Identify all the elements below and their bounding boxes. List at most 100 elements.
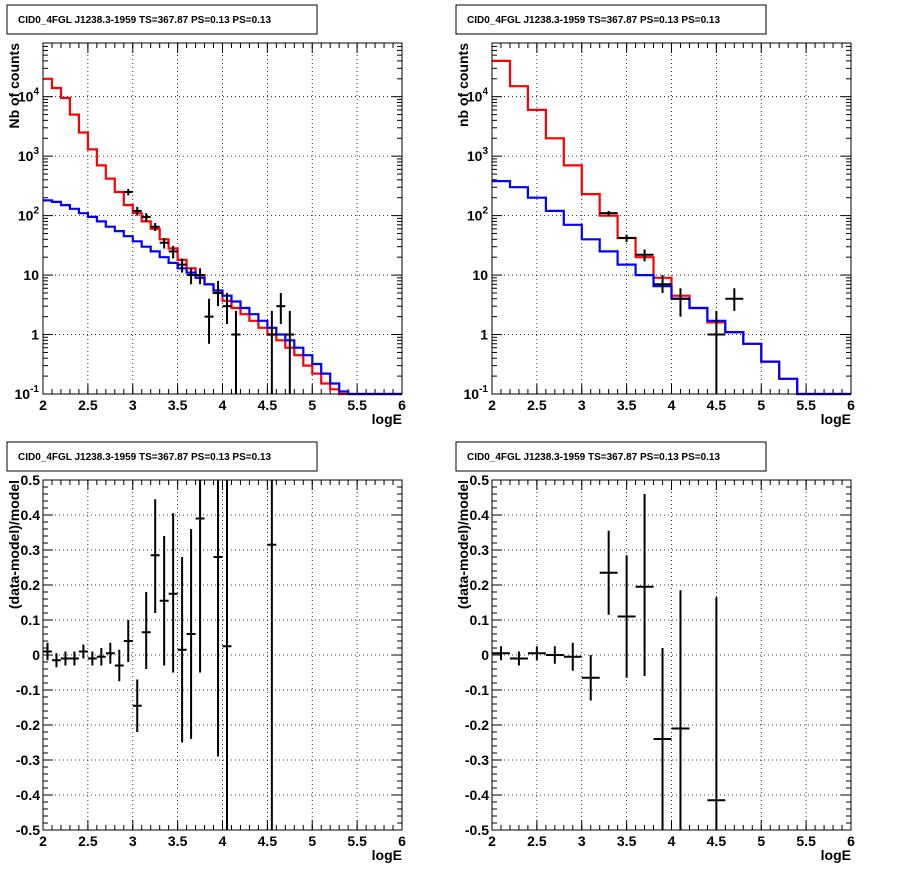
x-axis-title: logE bbox=[372, 411, 402, 427]
data-point bbox=[671, 288, 690, 317]
chart-title-box bbox=[6, 4, 318, 35]
data-point bbox=[617, 234, 636, 243]
y-tick-label: 10 bbox=[23, 267, 39, 283]
data-point bbox=[635, 494, 654, 676]
data-point bbox=[671, 590, 690, 830]
x-tick-label: 4 bbox=[668, 397, 676, 413]
data-point bbox=[132, 679, 142, 732]
data-point bbox=[527, 646, 546, 661]
y-tick-label: 10 bbox=[472, 267, 488, 283]
data-point bbox=[509, 651, 528, 666]
x-tick-label: 3.5 bbox=[617, 833, 637, 849]
x-tick-label: 4 bbox=[219, 833, 227, 849]
x-tick-label: 4.5 bbox=[258, 833, 278, 849]
data-point bbox=[195, 268, 205, 285]
y-tick-label: -0.2 bbox=[465, 717, 489, 733]
y-tick-label: 0 bbox=[32, 647, 40, 663]
tick-base: 10 bbox=[467, 148, 483, 164]
x-tick-label: 2.5 bbox=[527, 833, 547, 849]
data-point bbox=[267, 480, 277, 830]
data-point bbox=[581, 655, 600, 701]
plot-frame bbox=[491, 479, 852, 831]
plot-area-residual-right: 2 2.5 3 3.5 4 4.5 5 5.5 6 -0.5 -0.4 -0.3 -0.2 -0.1 0 0.… bbox=[455, 472, 855, 863]
data-point bbox=[195, 480, 205, 673]
x-tick-label: 6 bbox=[847, 833, 855, 849]
model-total-hist bbox=[43, 77, 402, 396]
tick-base: 10 bbox=[18, 89, 34, 105]
x-tick-label: 2.5 bbox=[78, 833, 98, 849]
tick-exponent: 4 bbox=[33, 87, 39, 98]
plot-area-residual-left: 2 2.5 3 3.5 4 4.5 5 5.5 6 -0.5 -0.4 -0.3 -0.2 -0.1 0 0.… bbox=[6, 472, 406, 863]
x-tick-label: 2 bbox=[488, 397, 496, 413]
x-tick-label: 6 bbox=[398, 833, 406, 849]
data-point bbox=[492, 646, 510, 661]
data-point bbox=[653, 648, 672, 830]
panel-bottom-left: CID0_4FGL J1238.3-1959 TS=367.87 PS=0.13… bbox=[6, 441, 406, 863]
data-point bbox=[204, 298, 214, 344]
x-axis-title: logE bbox=[821, 411, 851, 427]
model-component-hist bbox=[43, 199, 402, 396]
data-point bbox=[168, 513, 178, 673]
data-point bbox=[725, 288, 744, 311]
chart-title-box bbox=[6, 441, 318, 472]
data-point bbox=[599, 210, 618, 216]
x-tick-label: 5.5 bbox=[347, 397, 367, 413]
x-tick-label: 5.5 bbox=[796, 397, 816, 413]
y-axis-title: nb of counts bbox=[455, 43, 471, 127]
x-tick-label: 4.5 bbox=[258, 397, 278, 413]
data-point bbox=[635, 249, 654, 262]
y-tick-label: -0.5 bbox=[16, 822, 40, 838]
y-tick-label: 0.5 bbox=[21, 472, 41, 488]
chart-title-box bbox=[455, 4, 767, 35]
tick-base: 10 bbox=[467, 208, 483, 224]
x-tick-label: 2 bbox=[39, 833, 47, 849]
y-tick-label: 1 bbox=[31, 327, 39, 343]
x-tick-label: 2.5 bbox=[527, 397, 547, 413]
y-tick-label: 104 bbox=[467, 87, 489, 105]
data-point bbox=[159, 238, 169, 249]
data-point bbox=[276, 292, 286, 325]
model-component-hist bbox=[492, 180, 851, 396]
y-tick-label: -0.3 bbox=[16, 752, 40, 768]
tick-exponent: 2 bbox=[482, 206, 488, 217]
x-axis-title: logE bbox=[372, 847, 402, 863]
y-tick-label: -0.1 bbox=[465, 682, 489, 698]
x-tick-label: 4.5 bbox=[707, 397, 727, 413]
y-tick-label: 0.3 bbox=[470, 542, 490, 558]
y-tick-label: 10-1 bbox=[15, 384, 40, 402]
chart-title: CID0_4FGL J1238.3-1959 TS=367.87 PS=0.13… bbox=[467, 452, 720, 463]
x-tick-label: 3.5 bbox=[168, 833, 188, 849]
data-point bbox=[222, 480, 232, 830]
data-point bbox=[87, 651, 97, 666]
data-point bbox=[186, 529, 196, 739]
data-point bbox=[69, 651, 79, 666]
x-tick-label: 2.5 bbox=[78, 397, 98, 413]
y-tick-label: -0.4 bbox=[16, 787, 40, 803]
data-point bbox=[132, 206, 142, 216]
panel-top-right: CID0_4FGL J1238.3-1959 TS=367.87 PS=0.13… bbox=[455, 4, 855, 427]
data-point bbox=[267, 310, 277, 394]
tick-base: 10 bbox=[464, 386, 480, 402]
data-point bbox=[43, 642, 52, 661]
tick-exponent: 3 bbox=[33, 146, 39, 157]
x-tick-label: 4 bbox=[219, 397, 227, 413]
data-point bbox=[168, 245, 178, 259]
y-tick-label: 103 bbox=[467, 146, 489, 164]
data-point bbox=[96, 648, 106, 666]
x-tick-label: 3 bbox=[578, 397, 586, 413]
y-tick-label: 1 bbox=[480, 327, 488, 343]
data-point bbox=[186, 268, 196, 285]
tick-exponent: -1 bbox=[30, 384, 39, 395]
data-point bbox=[213, 480, 223, 757]
y-tick-label: -0.5 bbox=[465, 822, 489, 838]
tick-exponent: -1 bbox=[479, 384, 488, 395]
tick-base: 10 bbox=[18, 148, 34, 164]
x-tick-label: 2 bbox=[39, 397, 47, 413]
tick-exponent: 3 bbox=[482, 146, 488, 157]
y-axis-title: Nb of counts bbox=[6, 43, 22, 129]
data-point bbox=[60, 651, 70, 666]
y-tick-label: 0.4 bbox=[21, 507, 41, 523]
x-tick-label: 2 bbox=[488, 833, 496, 849]
data-point bbox=[51, 653, 61, 668]
